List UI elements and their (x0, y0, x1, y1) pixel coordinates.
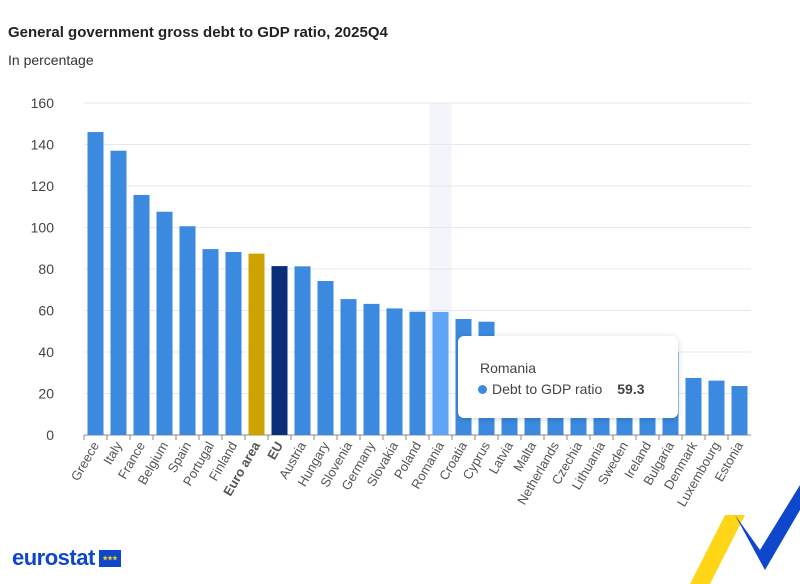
y-tick-label: 140 (31, 137, 55, 153)
eurostat-logo: eurostat ★★★ (12, 545, 121, 571)
tooltip-row: Debt to GDP ratio 59.3 (478, 381, 645, 397)
tooltip-series: Debt to GDP ratio (492, 381, 603, 397)
bar (110, 150, 127, 435)
bar (708, 380, 725, 435)
y-tick-label: 160 (31, 95, 55, 111)
y-tick-label: 120 (31, 178, 55, 194)
chart-subtitle: In percentage (8, 52, 94, 68)
chart-title: General government gross debt to GDP rat… (8, 24, 388, 41)
x-tick-label: Latvia (486, 438, 517, 476)
bar (202, 249, 219, 435)
bar (87, 132, 104, 436)
bar (731, 386, 748, 435)
tooltip-title: Romania (480, 360, 537, 376)
y-tick-label: 0 (46, 427, 54, 443)
x-tick-label: EU (264, 439, 286, 462)
tooltip: Romania Debt to GDP ratio 59.3 (458, 336, 678, 418)
bar (248, 253, 265, 435)
bar (432, 311, 449, 435)
y-tick-label: 20 (38, 386, 54, 402)
y-tick-label: 60 (38, 303, 54, 319)
bar (225, 251, 242, 435)
y-tick-label: 80 (38, 261, 54, 277)
tooltip-value: 59.3 (617, 381, 645, 397)
bar (409, 311, 426, 435)
bar (317, 281, 334, 435)
series-dot-icon (478, 384, 487, 394)
eu-flag-icon: ★★★ (98, 549, 121, 567)
bar (386, 308, 403, 435)
logo-text: eurostat (12, 545, 95, 570)
bar (363, 303, 380, 435)
y-tick-label: 40 (38, 344, 54, 360)
bar (156, 211, 173, 435)
bar (179, 226, 196, 435)
bar (340, 299, 357, 435)
bar (294, 266, 311, 435)
bar (271, 266, 288, 435)
decoration (735, 485, 800, 570)
y-tick-label: 100 (31, 220, 55, 236)
x-tick-label: Greece (68, 439, 102, 483)
bar (133, 194, 150, 435)
bar (685, 377, 702, 435)
decoration (690, 515, 745, 584)
